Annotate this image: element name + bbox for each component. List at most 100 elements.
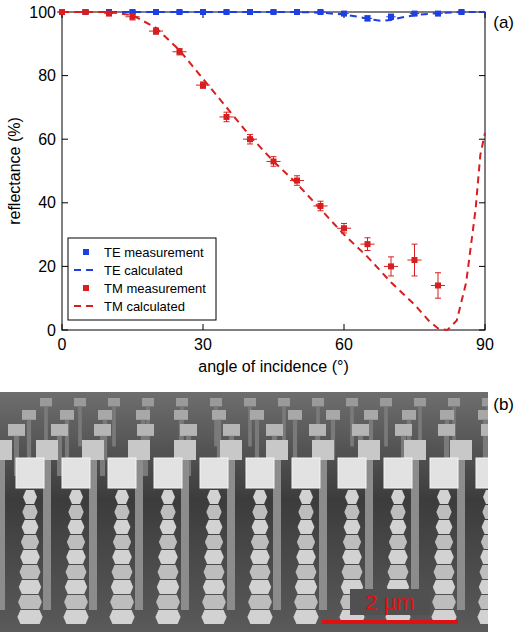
y-tick (479, 266, 485, 267)
scale-label-ground (350, 589, 430, 615)
y-tick-label: 80 (38, 67, 56, 84)
pillar-segment (477, 610, 488, 624)
y-tick (479, 75, 485, 76)
measurement-point (200, 82, 206, 88)
pillar-segment (112, 550, 132, 564)
legend: TE measurementTE calculatedTM measuremen… (68, 238, 216, 320)
pillar-segment (23, 490, 37, 504)
pillar-cap (440, 410, 454, 420)
micrograph-background (0, 392, 488, 632)
pillar-cap (200, 458, 228, 488)
pillar-cap (82, 440, 104, 460)
legend-label: TE calculated (104, 263, 183, 278)
pillar-segment (20, 565, 41, 579)
pillar-cap (246, 458, 274, 488)
pillar-cap (338, 458, 366, 488)
pillar-stem (293, 420, 297, 460)
pillar-segment (250, 550, 270, 564)
measurement-point (388, 263, 394, 269)
measurement-point (365, 241, 371, 247)
pillar-segment (247, 610, 272, 624)
calculated-line (62, 12, 485, 330)
pillar-segment (297, 535, 315, 549)
pillar-cap (22, 410, 36, 420)
measurement-point (341, 225, 347, 231)
pillar-cap (244, 398, 256, 406)
measurement-point (224, 114, 230, 120)
pillar-cap (402, 410, 416, 420)
pillar-segment (436, 520, 453, 534)
pillar-cap (278, 398, 290, 406)
error-cap (271, 156, 277, 157)
pillar-stem (384, 406, 388, 446)
pillar-cap (358, 440, 380, 460)
y-tick (479, 330, 485, 331)
pillar-cap (174, 410, 188, 420)
pillar-segment (67, 535, 85, 549)
legend-label: TE measurement (104, 245, 204, 260)
error-cap (247, 143, 253, 144)
pillar-segment (68, 520, 85, 534)
pillar-cap (8, 424, 25, 436)
pillar-cap (180, 424, 197, 436)
pillar-segment (68, 505, 83, 519)
pillar-segment (156, 595, 180, 609)
pillar-cap (438, 424, 455, 436)
pillar-cap (220, 440, 242, 460)
pillar-cap (62, 458, 90, 488)
measurement-point (388, 14, 394, 20)
pillar-cap (309, 424, 326, 436)
y-tick (479, 202, 485, 203)
pillar-segment (158, 565, 179, 579)
pillar-segment (436, 505, 451, 519)
pillar-cap (0, 440, 12, 460)
pillar-segment (479, 580, 488, 594)
pillar-stem (0, 460, 5, 610)
pillar-segment (205, 535, 223, 549)
y-tick-label: 40 (38, 194, 56, 211)
pillar-segment (342, 550, 362, 564)
pillar-segment (111, 580, 133, 594)
pillars (0, 398, 488, 624)
error-cap (365, 237, 371, 238)
pillar-segment (66, 565, 87, 579)
pillar-stem (112, 406, 116, 446)
pillar-segment (478, 595, 488, 609)
pillar-cap (250, 410, 264, 420)
pillar-cap (395, 424, 412, 436)
x-tick (344, 324, 345, 330)
pillar-segment (17, 610, 42, 624)
pillar-segment (293, 610, 318, 624)
error-cap (224, 121, 230, 122)
pillar-segment (206, 520, 223, 534)
pillar-segment (157, 580, 179, 594)
pillar-segment (202, 595, 226, 609)
pillar-cap (210, 398, 222, 406)
pillar-segment (18, 595, 42, 609)
error-cap (435, 298, 441, 299)
pillar-cap (60, 410, 74, 420)
pillar-segment (437, 490, 451, 504)
pillar-cap (98, 410, 112, 420)
pillar-segment (389, 535, 407, 549)
pillar-segment (435, 535, 453, 549)
pillar-cap (74, 398, 86, 406)
pillar-cap (212, 410, 226, 420)
x-tick (62, 324, 63, 330)
error-cap (412, 275, 418, 276)
x-tick (203, 324, 204, 330)
pillar-cap (364, 410, 378, 420)
pillar-segment (343, 535, 361, 549)
pillar-segment (204, 565, 225, 579)
pillar-segment (64, 595, 88, 609)
pillar-segment (298, 505, 313, 519)
pillar-segment (253, 490, 267, 504)
legend-swatch (83, 249, 89, 255)
pillar-segment (114, 520, 131, 534)
error-cap (341, 223, 347, 224)
pillar-cap (478, 410, 488, 420)
pillar-cap (266, 424, 283, 436)
legend-box (68, 238, 216, 320)
error-cap (224, 112, 230, 113)
y-tick (62, 330, 68, 331)
